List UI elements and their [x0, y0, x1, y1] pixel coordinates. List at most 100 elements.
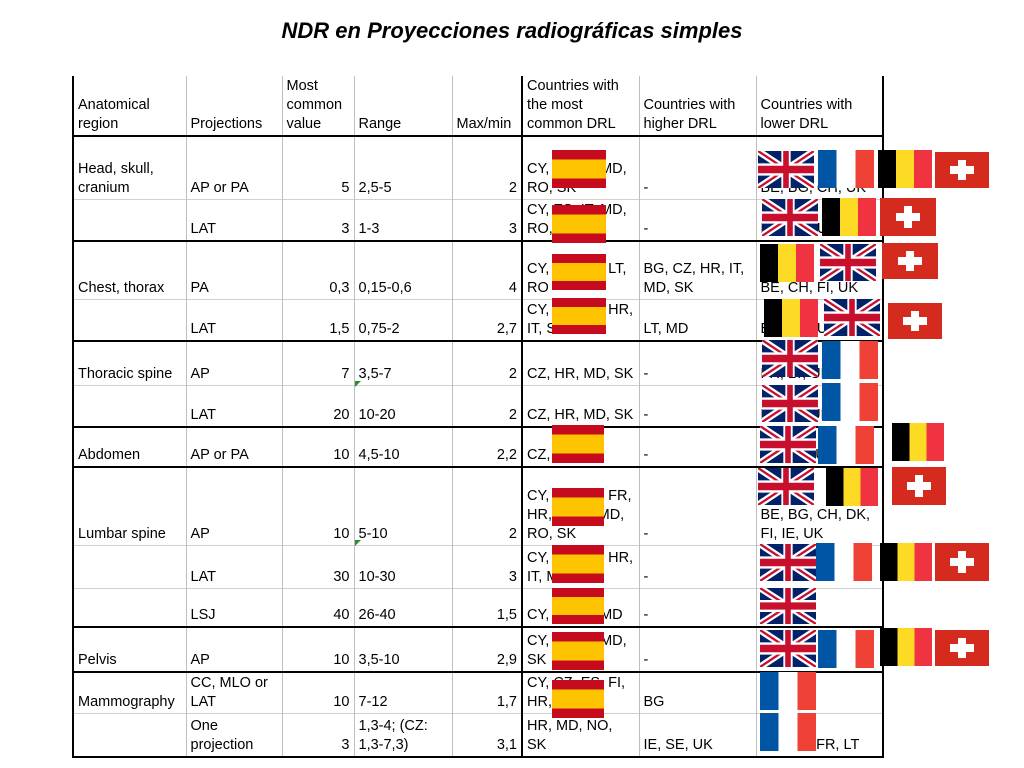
cell-projections: AP	[185, 626, 283, 672]
cell-region: Thoracic spine	[72, 340, 187, 385]
cell-range: 7-12	[353, 671, 453, 714]
cell-region	[72, 587, 187, 627]
spain-flag-icon	[552, 588, 604, 624]
belgium-flag-icon	[878, 150, 932, 188]
cell-maxmin: 2,9	[451, 626, 523, 672]
france-flag-icon	[760, 713, 816, 751]
cell-comment-marker-icon	[355, 381, 361, 387]
spain-flag-icon	[552, 205, 606, 243]
cell-projections: LAT	[185, 299, 283, 341]
cell-value: 7	[281, 340, 355, 385]
cell-region: Pelvis	[72, 626, 187, 672]
uk-flag-icon	[760, 544, 816, 581]
france-flag-icon	[818, 426, 874, 464]
cell-maxmin: 2,2	[451, 426, 523, 467]
uk-flag-icon	[758, 151, 814, 188]
cell-value: 1,5	[281, 299, 355, 341]
cell-countries-higher: -	[638, 426, 757, 467]
cell-countries-higher: -	[638, 135, 757, 199]
switzerland-flag-icon	[935, 152, 989, 188]
france-flag-icon	[818, 150, 874, 188]
uk-flag-icon	[824, 299, 880, 336]
cell-region: Mammography	[72, 671, 187, 714]
header-maxmin: Max/min	[451, 76, 523, 137]
cell-countries-higher: BG, CZ, HR, IT, MD, SK	[638, 239, 757, 300]
cell-value: 40	[281, 587, 355, 627]
france-flag-icon	[822, 383, 878, 421]
header-countries-common: Countries with the most common DRL	[521, 76, 640, 137]
uk-flag-icon	[820, 244, 876, 281]
cell-projections: One projection	[185, 713, 283, 758]
cell-maxmin: 3	[451, 198, 523, 241]
cell-maxmin: 3	[451, 544, 523, 588]
cell-range: 26-40	[353, 587, 453, 627]
belgium-flag-icon	[892, 423, 944, 461]
header-most-common: Most common value	[281, 76, 355, 137]
cell-projections: LAT	[185, 198, 283, 241]
cell-countries-higher: -	[638, 466, 757, 545]
cell-range: 2,5-5	[353, 135, 453, 199]
cell-maxmin: 2	[451, 340, 523, 385]
belgium-flag-icon	[764, 299, 818, 337]
belgium-flag-icon	[826, 468, 878, 506]
cell-projections: PA	[185, 239, 283, 300]
cell-value: 30	[281, 544, 355, 588]
uk-flag-icon	[760, 588, 816, 624]
cell-countries-common: CZ, HR, MD, SK	[521, 340, 640, 385]
cell-maxmin: 2	[451, 384, 523, 427]
cell-maxmin: 4	[451, 239, 523, 300]
cell-region	[72, 384, 187, 427]
cell-range: 10-20	[353, 384, 453, 427]
cell-projections: LAT	[185, 384, 283, 427]
belgium-flag-icon	[822, 198, 876, 236]
switzerland-flag-icon	[888, 303, 942, 339]
france-flag-icon	[818, 630, 874, 668]
cell-countries-higher: -	[638, 340, 757, 385]
belgium-flag-icon	[880, 543, 932, 581]
cell-value: 10	[281, 426, 355, 467]
cell-countries-common: CZ, HR, MD, SK	[521, 384, 640, 427]
cell-value: 5	[281, 135, 355, 199]
france-flag-icon	[760, 672, 816, 710]
switzerland-flag-icon	[882, 243, 938, 279]
cell-maxmin: 3,1	[451, 713, 523, 758]
cell-countries-higher: LT, MD	[638, 299, 757, 341]
cell-maxmin: 2,7	[451, 299, 523, 341]
cell-region: Head, skull, cranium	[72, 135, 187, 199]
spain-flag-icon	[552, 425, 604, 463]
cell-projections: AP	[185, 340, 283, 385]
cell-maxmin: 2	[451, 135, 523, 199]
spain-flag-icon	[552, 545, 604, 583]
france-flag-icon	[822, 341, 878, 379]
uk-flag-icon	[760, 426, 816, 463]
cell-range: 3,5-7	[353, 340, 453, 385]
cell-value: 3	[281, 713, 355, 758]
cell-value: 10	[281, 466, 355, 545]
cell-range: 4,5-10	[353, 426, 453, 467]
cell-region	[72, 299, 187, 341]
cell-region	[72, 198, 187, 241]
spain-flag-icon	[552, 632, 604, 670]
cell-region: Abdomen	[72, 426, 187, 467]
spain-flag-icon	[552, 488, 604, 526]
belgium-flag-icon	[880, 628, 932, 666]
cell-region: Chest, thorax	[72, 239, 187, 300]
uk-flag-icon	[760, 630, 816, 667]
cell-value: 10	[281, 626, 355, 672]
cell-range: 1-3	[353, 198, 453, 241]
switzerland-flag-icon	[935, 543, 989, 581]
page-title: NDR en Proyecciones radiográficas simple…	[281, 18, 743, 43]
belgium-flag-icon	[760, 244, 814, 282]
cell-projections: LAT	[185, 544, 283, 588]
cell-countries-higher: -	[638, 198, 757, 241]
cell-maxmin: 1,5	[451, 587, 523, 627]
cell-countries-higher: -	[638, 384, 757, 427]
cell-region	[72, 544, 187, 588]
cell-range: 5-10	[353, 466, 453, 545]
spain-flag-icon	[552, 680, 604, 718]
